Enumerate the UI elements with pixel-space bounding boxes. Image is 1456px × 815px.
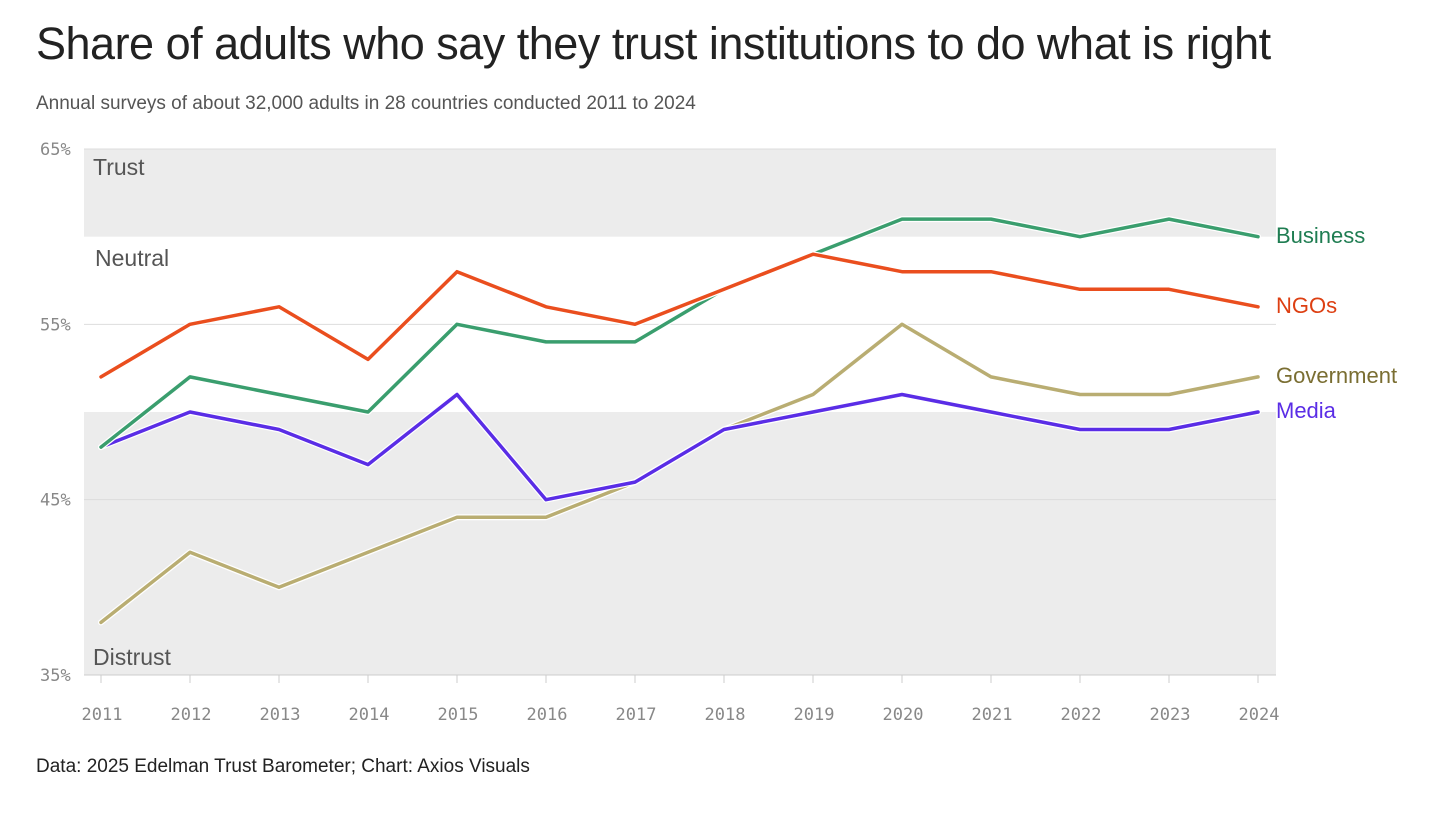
media-series-label: Media xyxy=(1276,398,1337,423)
x-tick-label: 2024 xyxy=(1239,705,1280,725)
x-tick-label: 2013 xyxy=(260,705,301,725)
x-tick-label: 2016 xyxy=(527,705,568,725)
chart-subtitle: Annual surveys of about 32,000 adults in… xyxy=(36,93,696,114)
business-line xyxy=(99,217,1260,449)
x-tick-label: 2011 xyxy=(82,705,123,725)
x-tick-label: 2018 xyxy=(705,705,746,725)
ngos-line xyxy=(99,252,1260,379)
band-trust xyxy=(84,149,1276,237)
media-line xyxy=(99,392,1260,502)
y-tick-label: 45% xyxy=(40,491,71,511)
x-tick-label: 2015 xyxy=(438,705,479,725)
band-label-neutral: Neutral xyxy=(95,245,169,271)
band-label-trust: Trust xyxy=(93,154,145,180)
x-tick-label: 2020 xyxy=(883,705,924,725)
chart-source-note: Data: 2025 Edelman Trust Barometer; Char… xyxy=(36,756,530,777)
ngos-series-label: NGOs xyxy=(1276,293,1337,318)
x-tick-label: 2012 xyxy=(171,705,212,725)
y-tick-label: 65% xyxy=(40,140,71,160)
government-series-label: Government xyxy=(1276,363,1397,388)
x-tick-label: 2022 xyxy=(1061,705,1102,725)
business-series-label: Business xyxy=(1276,223,1365,248)
x-tick-label: 2017 xyxy=(616,705,657,725)
y-tick-label: 35% xyxy=(40,666,71,686)
x-tick-label: 2021 xyxy=(972,705,1013,725)
band-label-distrust: Distrust xyxy=(93,644,172,670)
chart-title: Share of adults who say they trust insti… xyxy=(36,18,1271,69)
x-tick-label: 2023 xyxy=(1150,705,1191,725)
x-tick-label: 2014 xyxy=(349,705,390,725)
y-tick-label: 55% xyxy=(40,315,71,335)
band-distrust xyxy=(84,412,1276,675)
x-tick-label: 2019 xyxy=(794,705,835,725)
